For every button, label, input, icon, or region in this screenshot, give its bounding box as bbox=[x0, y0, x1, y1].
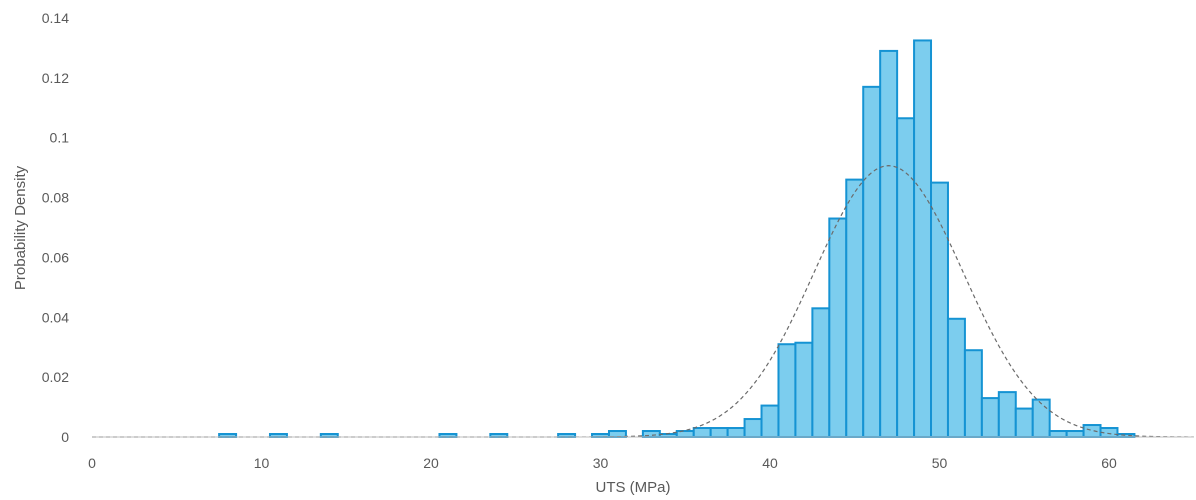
histogram-bar bbox=[862, 85, 882, 438]
x-tick-label: 40 bbox=[762, 455, 778, 471]
histogram-bar bbox=[1065, 430, 1085, 439]
y-axis-ticks: 0 0.02 0.04 0.06 0.08 0.1 0.12 0.14 bbox=[42, 10, 69, 445]
y-tick-label: 0 bbox=[61, 429, 69, 445]
y-tick-label: 0.14 bbox=[42, 10, 69, 26]
y-tick-label: 0.04 bbox=[42, 309, 69, 325]
y-tick-label: 0.12 bbox=[42, 70, 69, 86]
histogram-bar bbox=[1014, 407, 1034, 439]
histogram-bar bbox=[692, 427, 712, 438]
y-tick-label: 0.02 bbox=[42, 369, 69, 385]
histogram-bar bbox=[828, 217, 848, 438]
x-tick-label: 0 bbox=[88, 455, 96, 471]
histogram-bar bbox=[997, 391, 1017, 438]
histogram-bar bbox=[1031, 398, 1051, 438]
x-tick-label: 10 bbox=[254, 455, 270, 471]
histogram-bar bbox=[913, 39, 933, 438]
x-axis-title: UTS (MPa) bbox=[596, 479, 671, 496]
histogram-bar bbox=[743, 418, 763, 439]
y-tick-label: 0.06 bbox=[42, 249, 69, 265]
histogram-bar bbox=[811, 307, 831, 438]
histogram-bar bbox=[760, 404, 780, 439]
histogram-bar bbox=[980, 397, 1000, 438]
x-tick-label: 30 bbox=[593, 455, 609, 471]
histogram-bars bbox=[218, 39, 1136, 439]
y-axis-title: Probability Density bbox=[12, 165, 29, 290]
histogram-bar bbox=[709, 427, 729, 438]
normal-fit-curve bbox=[92, 165, 1194, 438]
histogram-bar bbox=[1082, 424, 1102, 438]
histogram-bar bbox=[845, 178, 865, 439]
x-axis-ticks: 0 10 20 30 40 50 60 bbox=[88, 455, 1117, 471]
histogram-bar bbox=[726, 427, 746, 438]
histogram-bar bbox=[946, 317, 966, 438]
histogram-bar bbox=[794, 341, 814, 439]
x-tick-label: 50 bbox=[932, 455, 948, 471]
histogram-bar bbox=[675, 430, 695, 439]
histogram-bar bbox=[879, 49, 899, 438]
y-tick-label: 0.08 bbox=[42, 190, 69, 206]
histogram-bar bbox=[777, 343, 797, 438]
x-tick-label: 60 bbox=[1101, 455, 1117, 471]
y-tick-label: 0.1 bbox=[50, 130, 70, 146]
histogram-bar bbox=[1048, 430, 1068, 439]
x-tick-label: 20 bbox=[423, 455, 439, 471]
histogram-bar bbox=[896, 117, 916, 438]
histogram-bar bbox=[963, 349, 983, 438]
